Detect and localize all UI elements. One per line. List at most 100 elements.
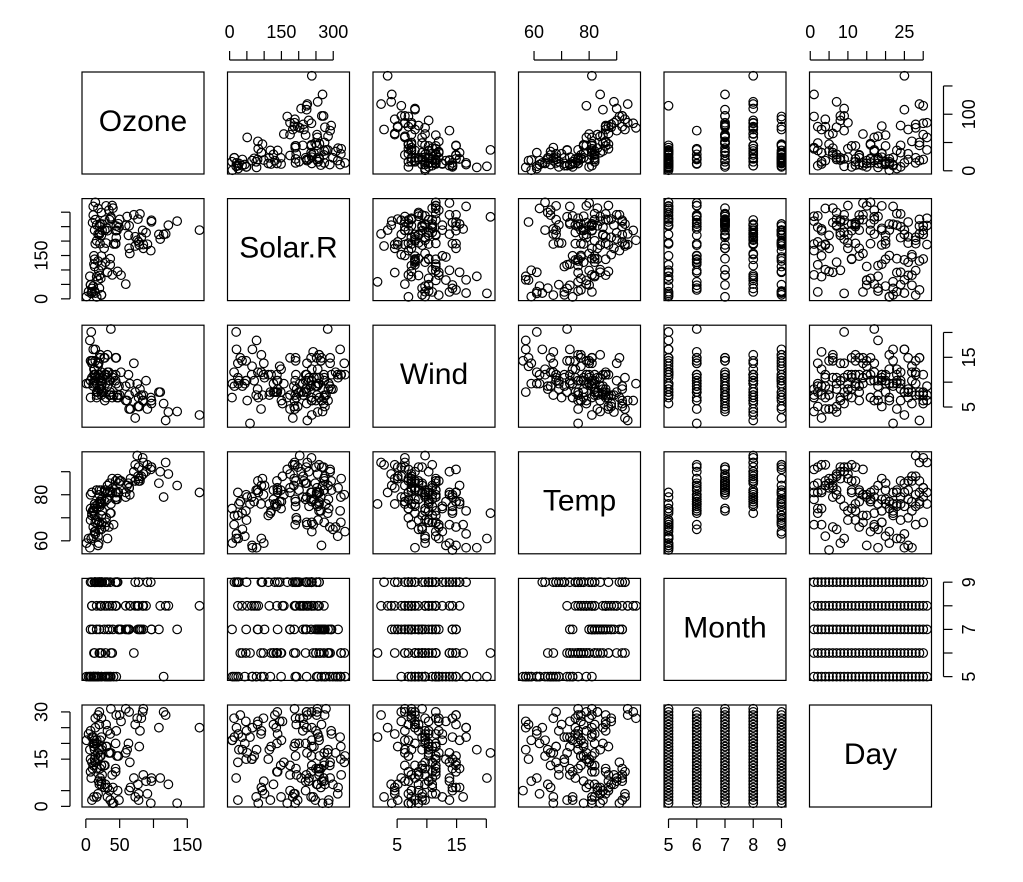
- point: [691, 221, 702, 232]
- point: [101, 512, 112, 523]
- point: [124, 624, 135, 635]
- point: [611, 358, 622, 369]
- point: [628, 395, 639, 406]
- point: [130, 476, 141, 486]
- point: [663, 140, 674, 151]
- point: [720, 119, 730, 130]
- point: [392, 795, 403, 805]
- point: [423, 145, 434, 156]
- point: [854, 496, 865, 507]
- point: [423, 273, 434, 284]
- point: [884, 600, 895, 611]
- point: [691, 719, 702, 730]
- point: [229, 732, 240, 743]
- point: [420, 729, 430, 739]
- point: [548, 747, 559, 758]
- point: [586, 732, 597, 743]
- point: [880, 478, 891, 489]
- point: [839, 533, 850, 544]
- point: [433, 290, 444, 300]
- point: [824, 230, 834, 241]
- panel-frame: [372, 198, 496, 302]
- point: [325, 773, 336, 783]
- point: [691, 358, 702, 369]
- point: [437, 577, 448, 588]
- point: [94, 369, 105, 380]
- point: [534, 788, 545, 799]
- point: [410, 719, 420, 730]
- point: [873, 260, 883, 271]
- point: [531, 367, 542, 378]
- point: [430, 130, 441, 141]
- point: [423, 161, 434, 172]
- point: [617, 401, 628, 412]
- point: [589, 384, 600, 395]
- point: [573, 763, 584, 774]
- point: [600, 763, 611, 774]
- point: [301, 577, 312, 588]
- point: [83, 286, 94, 297]
- point: [888, 577, 898, 588]
- tick-label: 80: [32, 485, 52, 505]
- point: [312, 729, 323, 739]
- point: [88, 531, 99, 542]
- point: [820, 531, 831, 542]
- point: [410, 710, 420, 720]
- point: [903, 148, 914, 159]
- point: [907, 367, 917, 378]
- point: [417, 788, 428, 799]
- point: [417, 138, 428, 148]
- point: [93, 387, 103, 398]
- point: [586, 358, 597, 369]
- point: [447, 782, 458, 793]
- point: [748, 754, 759, 765]
- variable-label: Ozone: [99, 105, 187, 138]
- point: [447, 732, 458, 743]
- point: [776, 256, 787, 266]
- point: [854, 150, 865, 160]
- point: [447, 238, 458, 249]
- point: [691, 747, 702, 758]
- point: [389, 114, 400, 125]
- point: [314, 499, 324, 509]
- point: [235, 648, 246, 658]
- point: [748, 487, 759, 498]
- point: [850, 238, 861, 249]
- point: [663, 725, 674, 736]
- point: [914, 137, 925, 148]
- point: [748, 375, 759, 386]
- point: [903, 124, 914, 135]
- point: [194, 722, 205, 733]
- point: [748, 231, 759, 242]
- point: [809, 624, 819, 635]
- point: [433, 270, 444, 281]
- point: [776, 413, 787, 423]
- point: [454, 782, 465, 793]
- point: [311, 648, 321, 658]
- point: [229, 519, 239, 530]
- point: [820, 155, 831, 166]
- point: [113, 218, 124, 229]
- point: [573, 671, 584, 682]
- point: [748, 716, 759, 727]
- point: [748, 782, 759, 793]
- point: [227, 624, 237, 635]
- point: [631, 235, 641, 246]
- point: [854, 648, 865, 658]
- point: [611, 387, 622, 398]
- point: [287, 124, 298, 135]
- point: [399, 211, 410, 222]
- point: [403, 600, 414, 611]
- point: [663, 526, 674, 537]
- point: [691, 154, 702, 165]
- point: [600, 716, 611, 727]
- point: [531, 267, 542, 278]
- point: [720, 381, 730, 392]
- point: [600, 392, 611, 403]
- point: [430, 208, 441, 219]
- point: [520, 162, 531, 173]
- point: [720, 369, 730, 380]
- point: [748, 741, 759, 752]
- point: [135, 209, 145, 219]
- point: [376, 710, 386, 720]
